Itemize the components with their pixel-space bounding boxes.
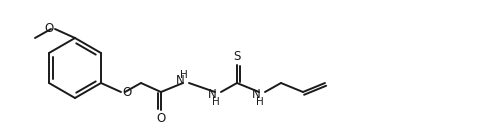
Text: O: O [156, 112, 166, 124]
Text: H: H [256, 97, 264, 107]
Text: S: S [233, 51, 241, 63]
Text: O: O [123, 86, 131, 99]
Text: H: H [212, 97, 220, 107]
Text: O: O [44, 22, 54, 34]
Text: N: N [251, 87, 260, 100]
Text: N: N [208, 87, 216, 100]
Text: H: H [180, 70, 188, 80]
Text: N: N [176, 75, 184, 87]
